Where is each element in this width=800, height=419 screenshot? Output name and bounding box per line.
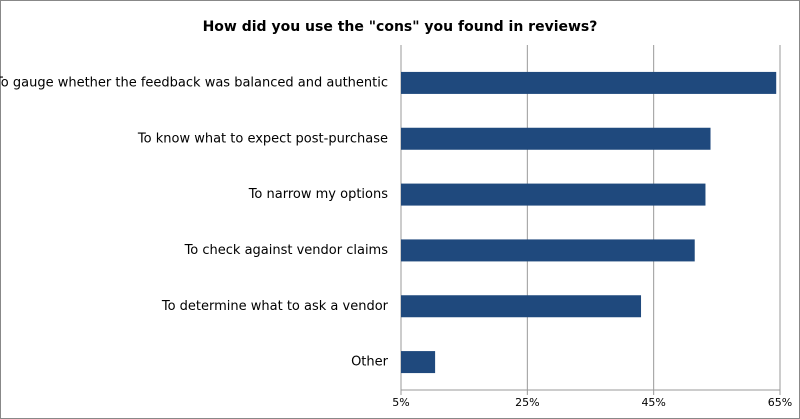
x-tick-label: 45% <box>641 396 665 409</box>
x-tick-label: 65% <box>768 396 792 409</box>
bar <box>401 71 777 94</box>
bar <box>401 183 706 206</box>
y-tick-label: To gauge whether the feedback was balanc… <box>0 75 388 90</box>
bar <box>401 239 695 262</box>
bar <box>401 127 711 150</box>
x-tick-label: 5% <box>392 396 409 409</box>
y-tick-label: To determine what to ask a vendor <box>161 299 389 314</box>
y-tick-label: To know what to expect post-purchase <box>137 131 388 146</box>
bar <box>401 295 642 318</box>
chart-title: How did you use the "cons" you found in … <box>203 19 598 35</box>
y-tick-label: Other <box>351 355 389 370</box>
x-tick-label: 25% <box>515 396 539 409</box>
y-tick-label: To check against vendor claims <box>184 243 389 258</box>
bar <box>401 351 436 374</box>
y-tick-label: To narrow my options <box>248 187 389 202</box>
